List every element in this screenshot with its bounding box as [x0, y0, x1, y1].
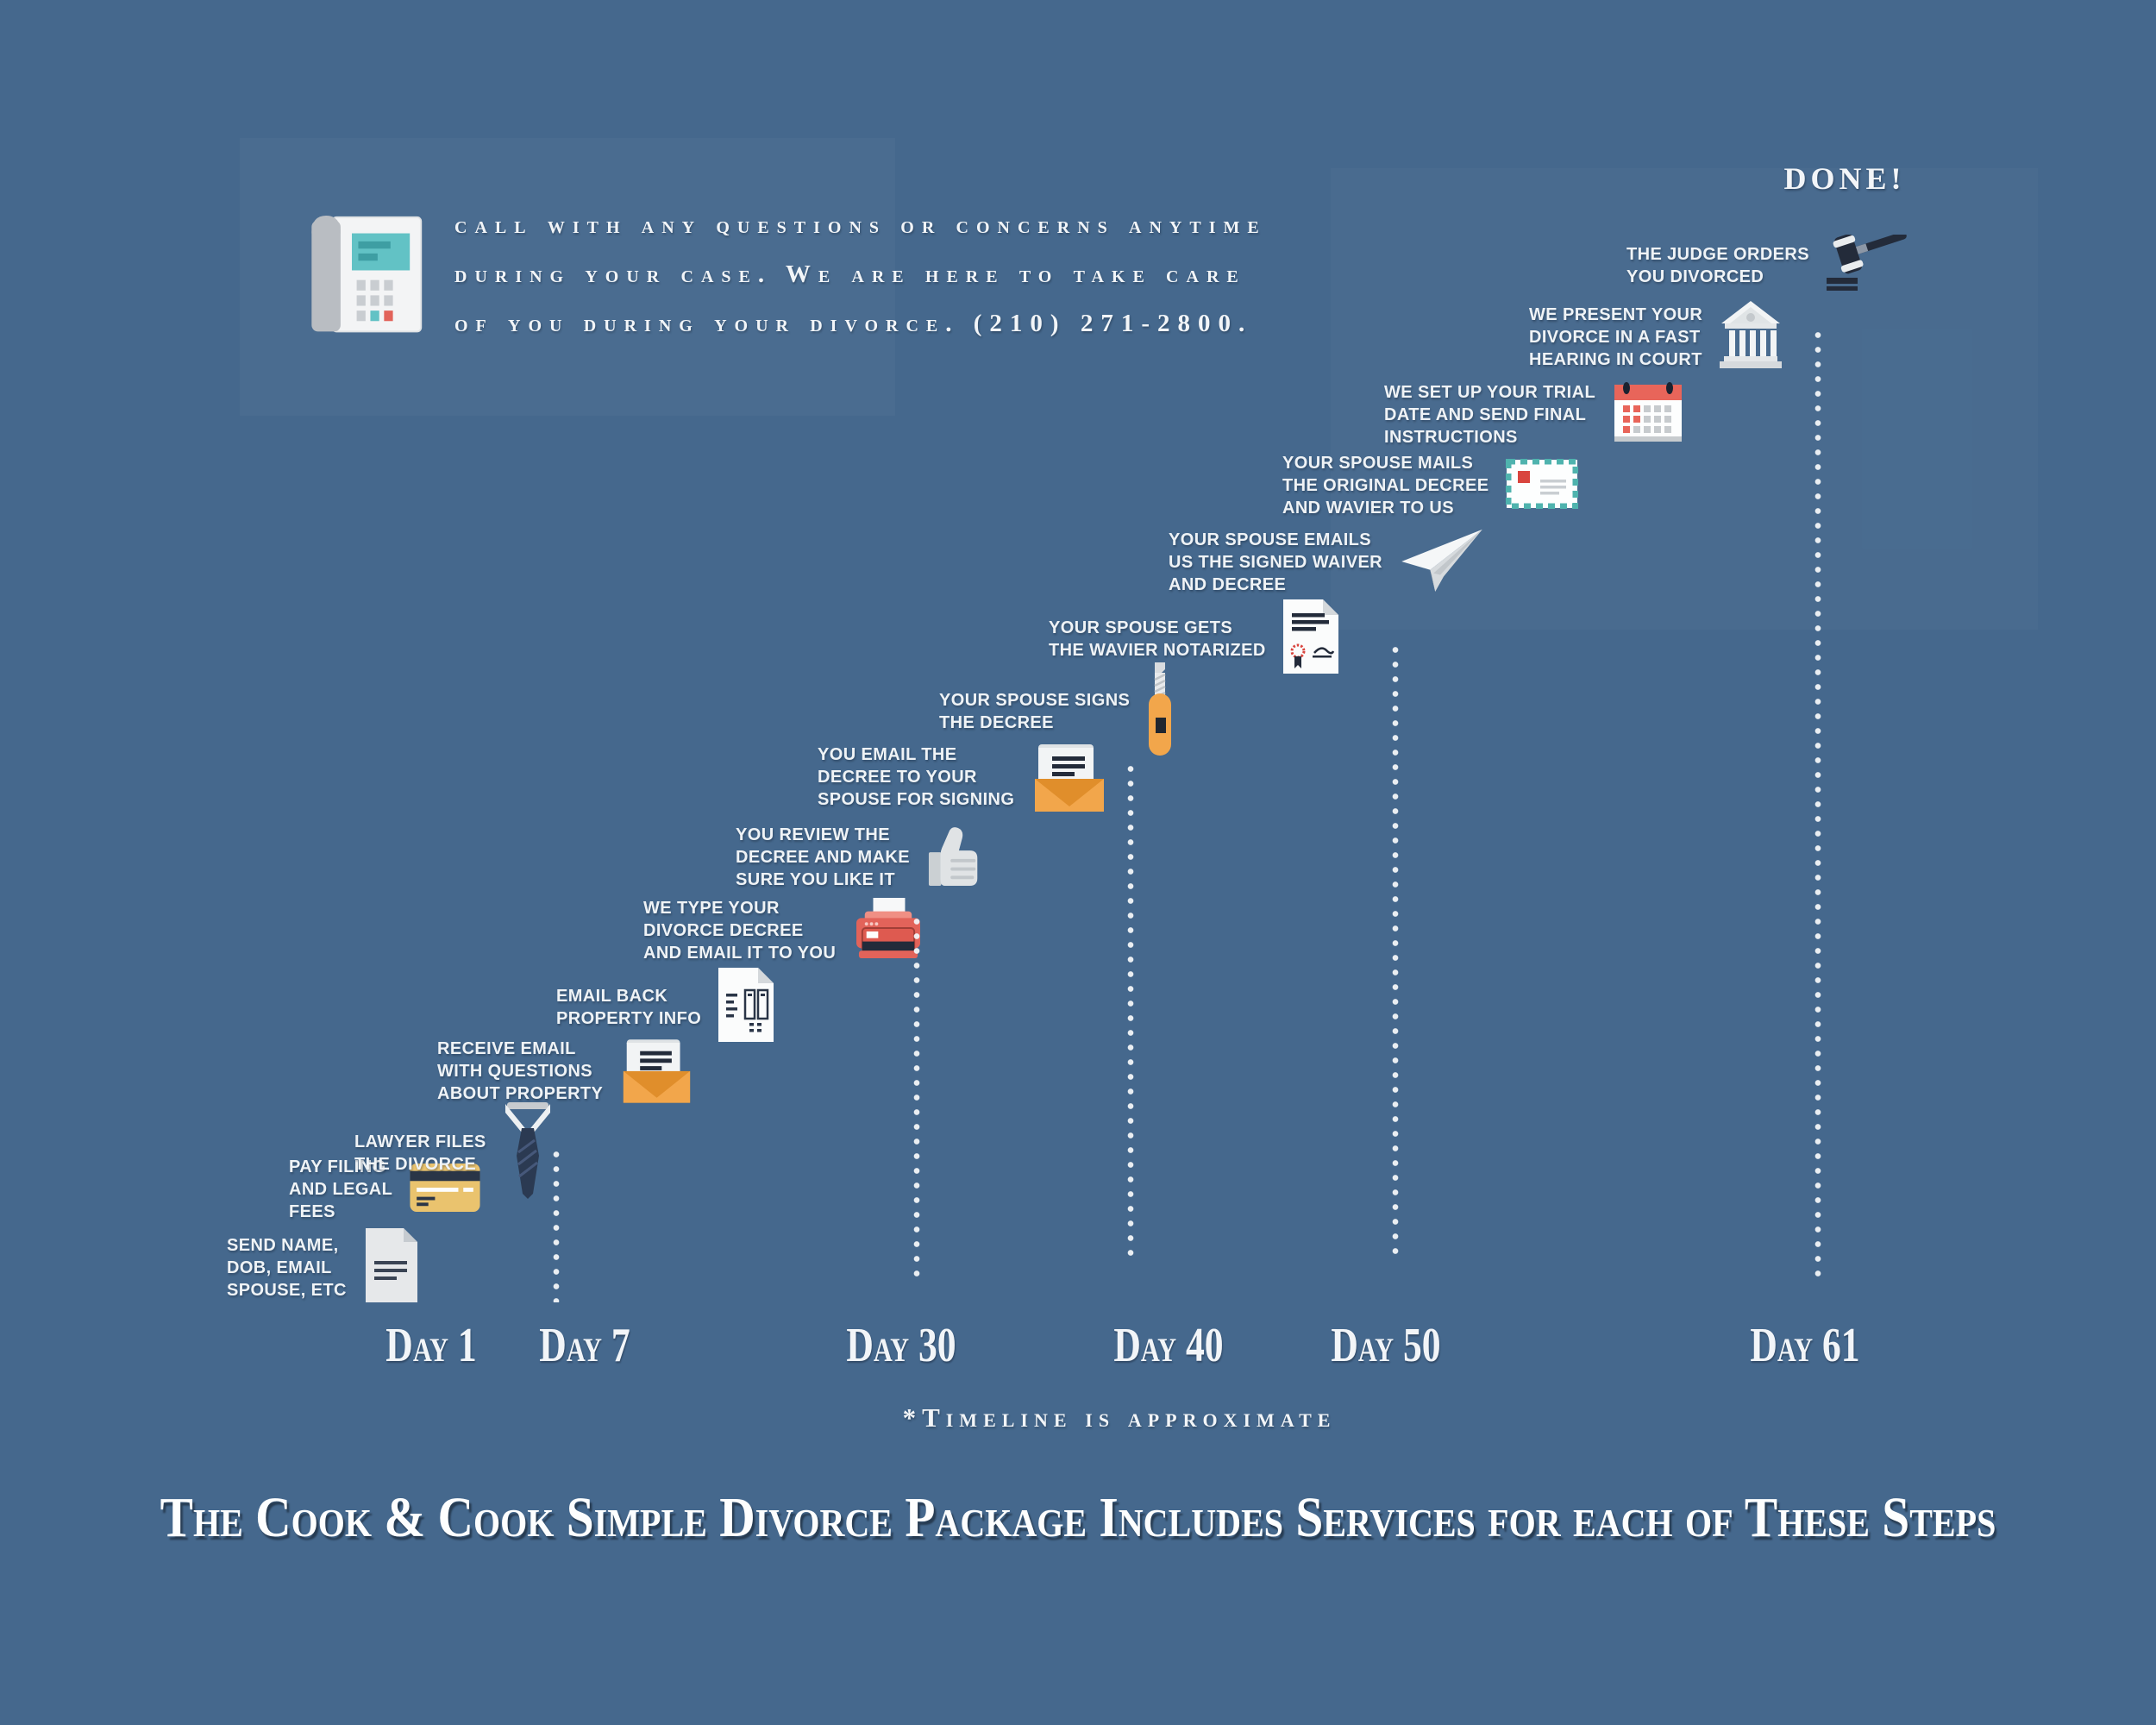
dotted-line-day-40: [1127, 762, 1134, 1261]
gavel-icon: [1827, 231, 1913, 296]
document-icon: [364, 1228, 419, 1307]
step-label: LAWYER FILES THE DIVORCE: [354, 1132, 486, 1174]
day-label-30: Day 30: [846, 1319, 956, 1372]
step-spouse-signs: YOUR SPOUSE SIGNS THE DECREE: [939, 662, 1173, 760]
call-note: call with any questions or concerns anyt…: [454, 211, 1267, 337]
thumbs-up-icon: [927, 825, 986, 890]
step-label: YOUR SPOUSE EMAILS US THE SIGNED WAIVER …: [1169, 530, 1383, 594]
desk-phone-icon: [304, 195, 424, 337]
timeline-footnote: *Timeline is approximate: [902, 1402, 1337, 1433]
footer-title: The Cook & Cook Simple Divorce Package I…: [160, 1486, 1996, 1549]
dotted-line-day-50: [1392, 643, 1399, 1258]
open-envelope-icon: [620, 1032, 693, 1109]
step-label: SEND NAME, DOB, EMAIL SPOUSE, ETC: [227, 1235, 347, 1300]
dotted-line-day-30: [913, 914, 920, 1283]
step-label: YOU EMAIL THE DECREE TO YOUR SPOUSE FOR …: [818, 744, 1015, 809]
step-label: THE JUDGE ORDERS YOU DIVORCED: [1626, 244, 1809, 286]
notarized-document-icon: [1282, 599, 1338, 678]
day-label-40: Day 40: [1113, 1319, 1224, 1372]
step-email-property-info: EMAIL BACK PROPERTY INFO: [556, 968, 774, 1046]
day-label-1: Day 1: [385, 1319, 477, 1372]
property-form-icon: [718, 968, 774, 1046]
step-label: PAY FILING AND LEGAL FEES: [289, 1157, 393, 1221]
step-send-info: SEND NAME, DOB, EMAIL SPOUSE, ETC: [227, 1228, 419, 1307]
step-label: YOUR SPOUSE GETS THE WAVIER NOTARIZED: [1049, 618, 1266, 660]
printer-icon: [853, 897, 924, 964]
dotted-line-day-61: [1814, 328, 1821, 1283]
step-label: WE SET UP YOUR TRIAL DATE AND SEND FINAL…: [1384, 382, 1596, 447]
day-label-7: Day 7: [539, 1319, 630, 1372]
calendar-icon: [1613, 380, 1683, 449]
step-label: RECEIVE EMAIL WITH QUESTIONS ABOUT PROPE…: [437, 1038, 604, 1103]
step-email-decree-to-spouse: YOU EMAIL THE DECREE TO YOUR SPOUSE FOR …: [818, 737, 1107, 816]
credit-card-icon: [410, 1163, 480, 1216]
paper-plane-icon: [1400, 526, 1484, 598]
step-pay-fees: PAY FILING AND LEGAL FEES: [289, 1156, 480, 1223]
step-set-trial-date: WE SET UP YOUR TRIAL DATE AND SEND FINAL…: [1384, 380, 1683, 449]
step-spouse-emails-waiver: YOUR SPOUSE EMAILS US THE SIGNED WAIVER …: [1169, 526, 1484, 598]
day-label-61: Day 61: [1750, 1319, 1860, 1372]
day-label-50: Day 50: [1331, 1319, 1441, 1372]
step-review-decree: YOU REVIEW THE DECREE AND MAKE SURE YOU …: [736, 824, 986, 891]
dotted-line-day-7: [553, 1147, 560, 1302]
step-label: YOUR SPOUSE MAILS THE ORIGINAL DECREE AN…: [1282, 454, 1489, 518]
step-lawyer-files: LAWYER FILES THE DIVORCE: [354, 1102, 552, 1203]
step-label: WE TYPE YOUR DIVORCE DECREE AND EMAIL IT…: [643, 899, 837, 963]
open-envelope-icon: [1031, 737, 1107, 816]
step-waiver-notarized: YOUR SPOUSE GETS THE WAVIER NOTARIZED: [1049, 599, 1338, 678]
step-we-type-decree: WE TYPE YOUR DIVORCE DECREE AND EMAIL IT…: [643, 897, 924, 964]
step-label: EMAIL BACK PROPERTY INFO: [556, 986, 702, 1028]
pen-knife-icon: [1147, 662, 1173, 760]
step-receive-email: RECEIVE EMAIL WITH QUESTIONS ABOUT PROPE…: [437, 1032, 693, 1109]
step-spouse-mails-decree: YOUR SPOUSE MAILS THE ORIGINAL DECREE AN…: [1282, 452, 1579, 519]
step-judge-orders: THE JUDGE ORDERS YOU DIVORCED: [1626, 231, 1913, 296]
step-label: YOU REVIEW THE DECREE AND MAKE SURE YOU …: [736, 825, 910, 889]
step-label: YOUR SPOUSE SIGNS THE DECREE: [939, 690, 1131, 732]
step-label: WE PRESENT YOUR DIVORCE IN A FAST HEARIN…: [1529, 304, 1703, 369]
airmail-envelope-icon: [1505, 458, 1579, 513]
done-label: DONE!: [1783, 161, 1906, 196]
step-court-hearing: WE PRESENT YOUR DIVORCE IN A FAST HEARIN…: [1529, 301, 1783, 373]
courthouse-icon: [1720, 301, 1783, 373]
necktie-icon: [504, 1102, 552, 1203]
